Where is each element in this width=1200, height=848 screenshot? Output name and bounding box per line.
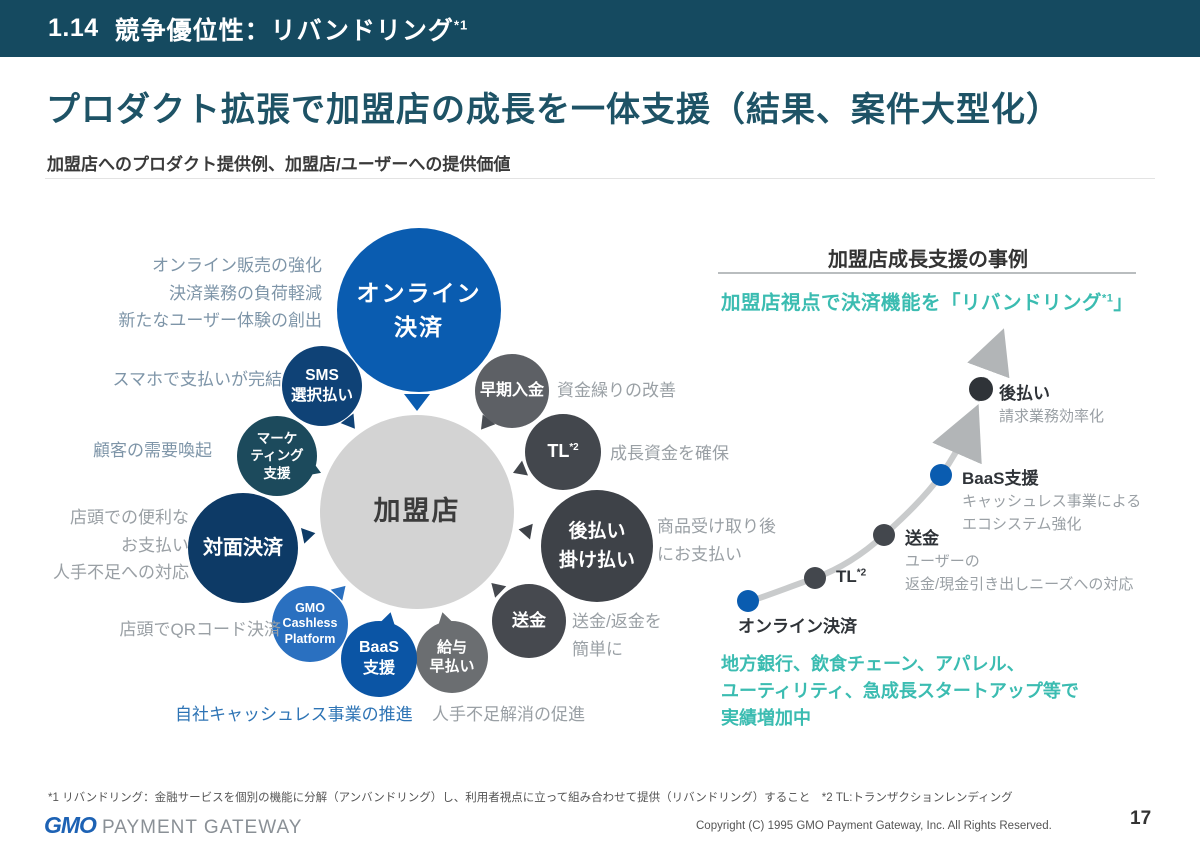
inward-arrow-icon [517,521,533,540]
milestone-baas-desc: キャッシュレス事業による エコシステム強化 [962,493,1142,534]
product-face-to-face-payment: 対面決済 [188,493,298,603]
milestone-online-payment: オンライン決済 [738,617,857,636]
milestone-transaction-lending: TL*2 [836,567,867,586]
benefit-pay-after-receipt: 商品受け取り後 にお支払い [657,517,776,564]
benefit-online: オンライン販売の強化 決済業務の負荷軽減 新たなユーザー体験の創出 [118,256,322,331]
subtitle-divider [45,178,1155,179]
page-title: プロダクト拡張で加盟店の成長を一体支援（結果、案件大型化） [46,91,1061,129]
product-marketing-support: マーケ ティング 支援 [237,416,317,496]
logo-payment-gateway-text: PAYMENT GATEWAY [101,817,303,838]
milestone-baas: BaaS支援 [962,469,1039,488]
product-sms-payment: SMS 選択払い [282,346,362,426]
case-panel-heading: 加盟店視点で決済機能を「リバンドリング*1」 [721,292,1134,314]
product-gmo-cashless-platform: GMO Cashless Platform [272,586,348,662]
dot-baas [930,464,952,486]
copyright-text: Copyright (C) 1995 GMO Payment Gateway, … [696,820,1052,832]
gmo-payment-gateway-logo: GMO PAYMENT GATEWAY [44,812,302,839]
benefit-qr: 店頭でQRコード決済 [119,620,282,639]
benefit-sms: スマホで支払いが完結 [112,370,283,389]
case-panel-divider [718,272,1136,274]
dot-remittance [873,524,895,546]
inward-arrow-icon [300,525,318,544]
product-payroll-advance: 給与 早払い [416,621,488,693]
milestone-remittance-desc: ユーザーの 返金/現金引き出しニーズへの対応 [905,553,1134,594]
dot-deferred-payment [969,377,993,401]
benefit-marketing: 顧客の需要喚起 [93,441,212,460]
product-online-payment: オンライン 決済 [337,228,501,392]
logo-gmo-text: GMO [44,812,97,838]
growth-curve-chart [737,328,1010,612]
benefit-cashless-business: 自社キャッシュレス事業の推進 [175,705,413,724]
dot-transaction-lending [804,567,826,589]
milestone-remittance: 送金 [905,529,939,548]
benefit-easy-remit: 送金/返金を 簡単に [572,612,662,659]
benefit-face-to-face: 店頭での便利な お支払い 人手不足への対応 [53,508,189,583]
benefit-cashflow: 資金繰りの改善 [557,381,676,400]
slide-footnote: *1 リバンドリング：金融サービスを個別の機能に分解（アンバンドリング）し、利用… [48,792,1013,804]
milestone-deferred-payment: 後払い [999,384,1050,403]
product-remittance: 送金 [492,584,566,658]
milestone-deferred-payment-desc: 請求業務効率化 [999,408,1105,425]
product-deferred-payment: 後払い 掛け払い [541,490,653,602]
inward-arrow-icon [509,460,529,481]
page-number: 17 [1130,808,1152,829]
section-title: 競争優位性：リバンドリング*1 [114,16,469,45]
slide-header: 1.14 競争優位性：リバンドリング*1 [0,0,1200,57]
product-early-deposit: 早期入金 [475,354,549,428]
case-panel-title: 加盟店成長支援の事例 [828,249,1028,271]
case-panel-summary: 地方銀行、飲食チェーン、アパレル、 ユーティリティ、急成長スタートアップ等で 実… [721,654,1079,728]
dot-online-payment [737,590,759,612]
benefit-growth-funds: 成長資金を確保 [610,444,729,463]
footnote-ref-1: *1 [1101,292,1114,305]
page-subtitle: 加盟店へのプロダクト提供例、加盟店/ユーザーへの提供価値 [47,155,511,174]
benefit-labor-shortage: 人手不足解消の促進 [432,705,585,724]
hub-center-merchant: 加盟店 [320,415,514,609]
product-transaction-lending: TL*2 [525,414,601,490]
product-baas-support: BaaS 支援 [341,621,417,697]
footnote-ref-1: *1 [453,17,469,33]
section-number: 1.14 [48,14,99,42]
inward-arrow-icon [404,394,430,411]
